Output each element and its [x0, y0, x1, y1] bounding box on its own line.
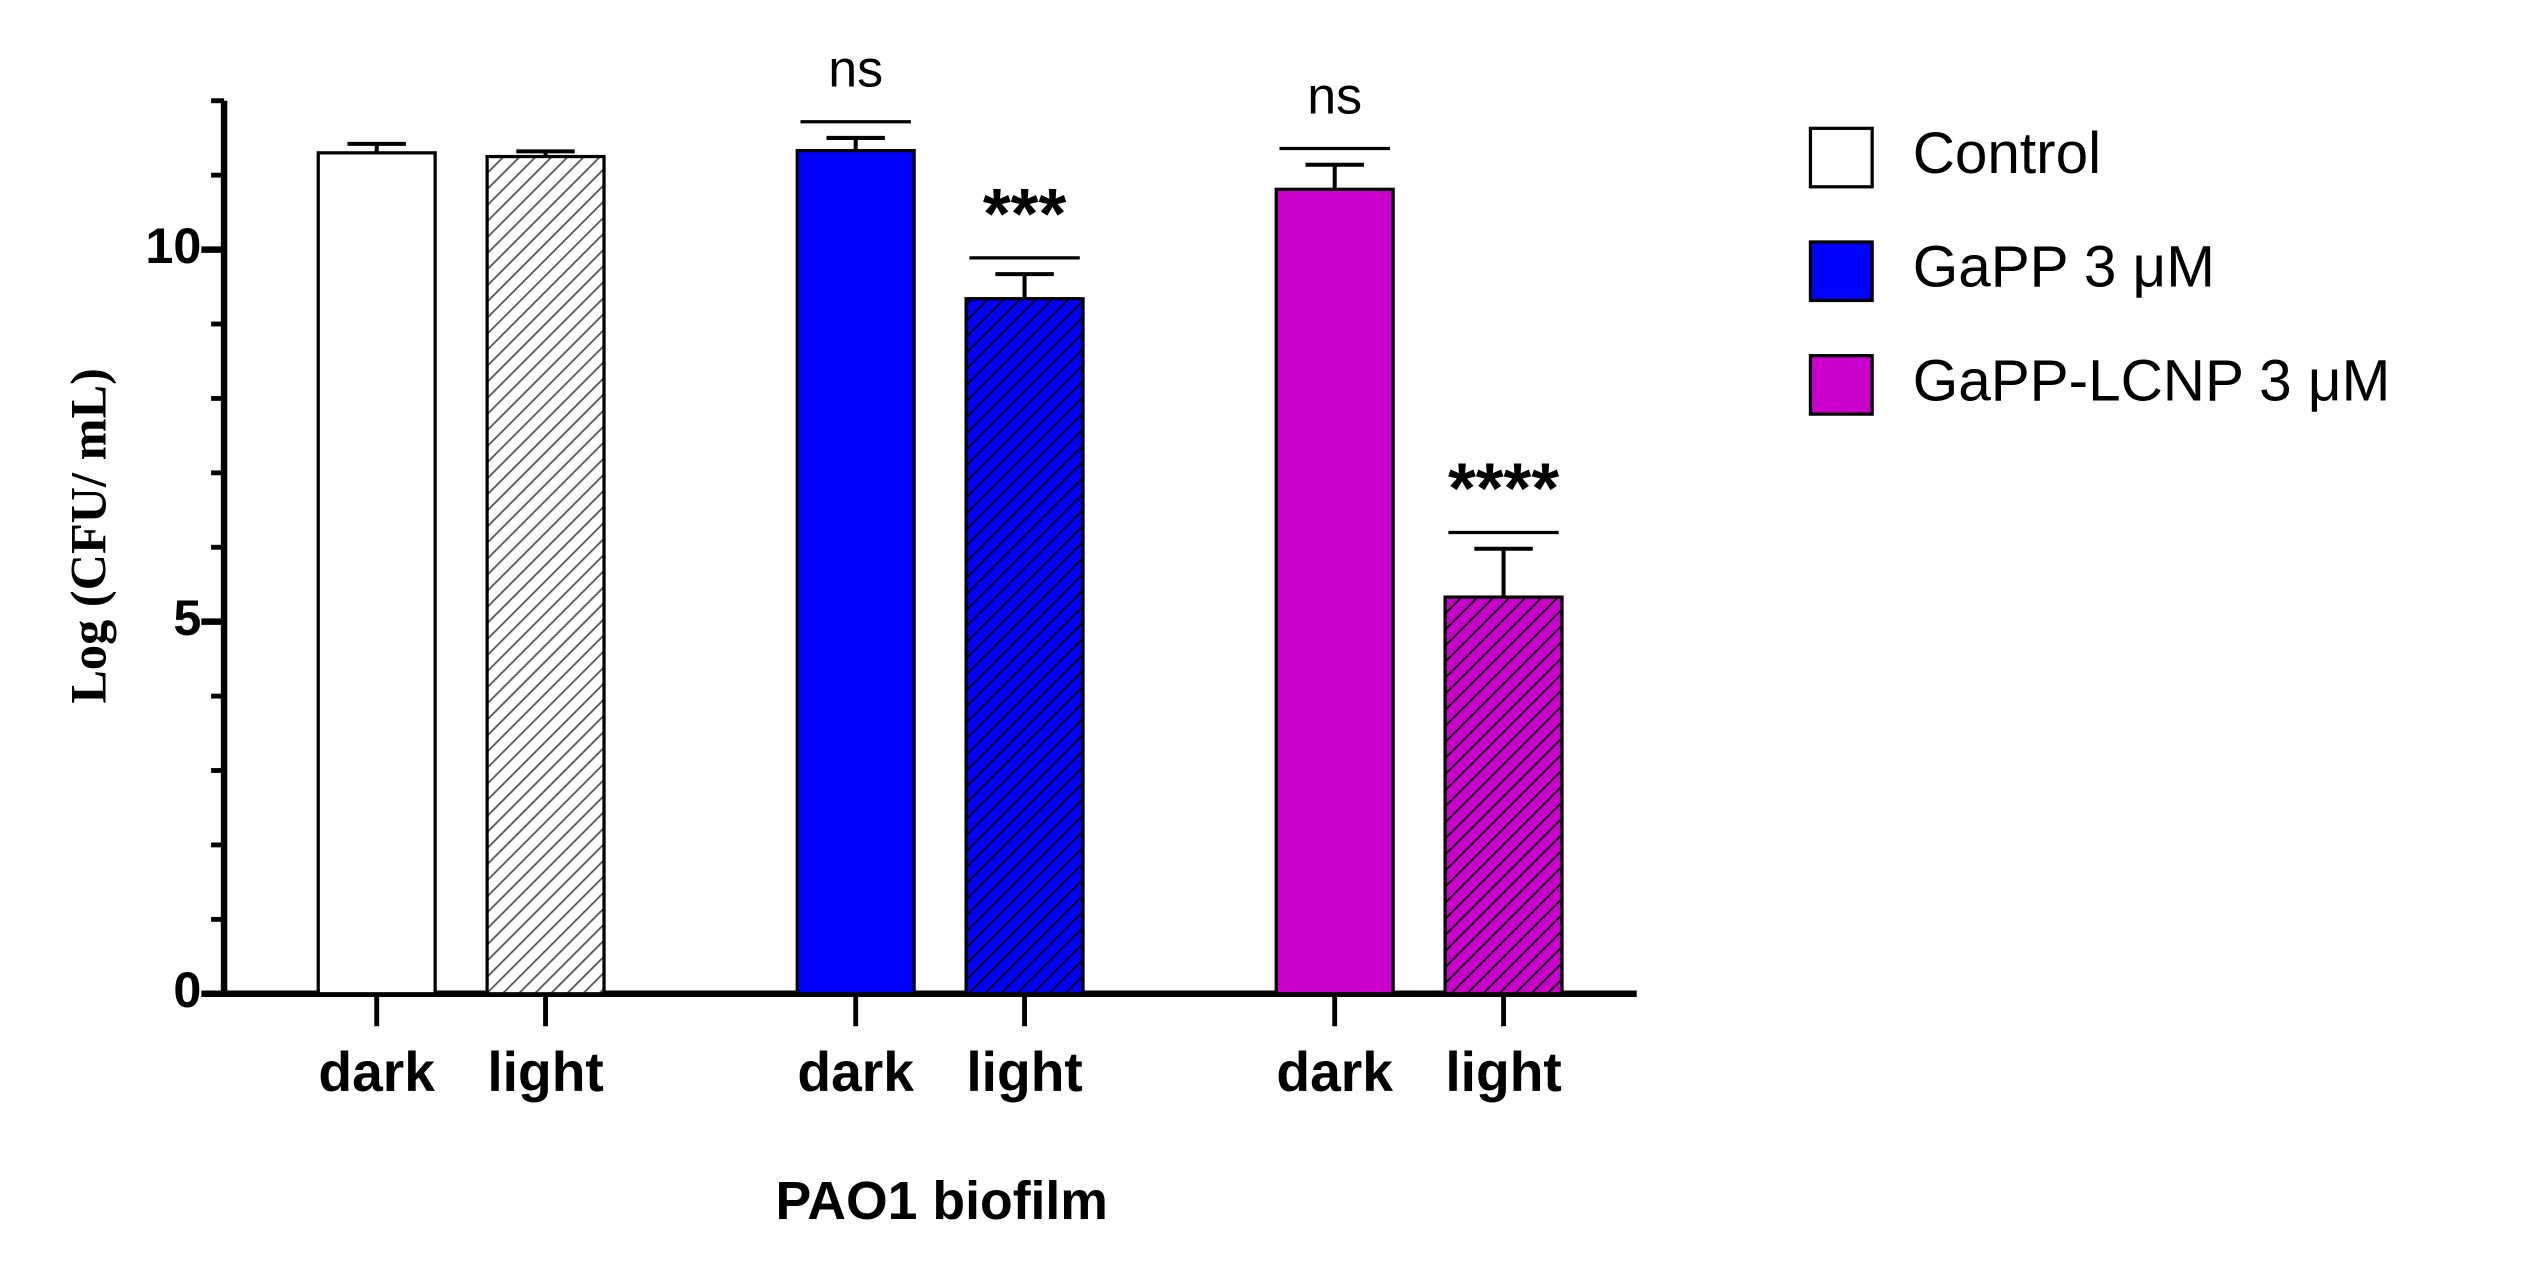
bar: [316, 151, 437, 996]
bar: [1443, 595, 1564, 996]
x-tick-label: light: [487, 1041, 603, 1103]
x-tick-label: light: [1445, 1041, 1561, 1103]
significance-label: ****: [1448, 448, 1559, 528]
x-tick-label: dark: [1276, 1041, 1393, 1103]
legend-label: GaPP 3 μM: [1913, 235, 2215, 300]
bar: [1274, 187, 1395, 996]
legend-swatch: [1808, 126, 1874, 189]
bar: [485, 154, 606, 996]
y-axis-title: Log (CFU/ mL): [61, 368, 117, 704]
x-tick-label: dark: [797, 1041, 914, 1103]
bar: [795, 148, 916, 996]
legend-label: GaPP-LCNP 3 μM: [1913, 348, 2391, 413]
bar: [964, 297, 1085, 996]
significance-label: ***: [983, 174, 1067, 254]
y-tick-label: 10: [145, 217, 201, 274]
legend-swatch: [1808, 240, 1874, 303]
y-tick-label: 0: [173, 961, 201, 1018]
legend-label: Control: [1913, 121, 2101, 186]
x-axis-title: PAO1 biofilm: [776, 1171, 1108, 1231]
x-tick-label: dark: [318, 1041, 435, 1103]
x-tick-label: light: [966, 1041, 1082, 1103]
legend-swatch: [1808, 354, 1874, 416]
y-tick-label: 5: [173, 589, 201, 646]
significance-label: ns: [828, 41, 883, 99]
significance-label: ns: [1307, 68, 1362, 126]
